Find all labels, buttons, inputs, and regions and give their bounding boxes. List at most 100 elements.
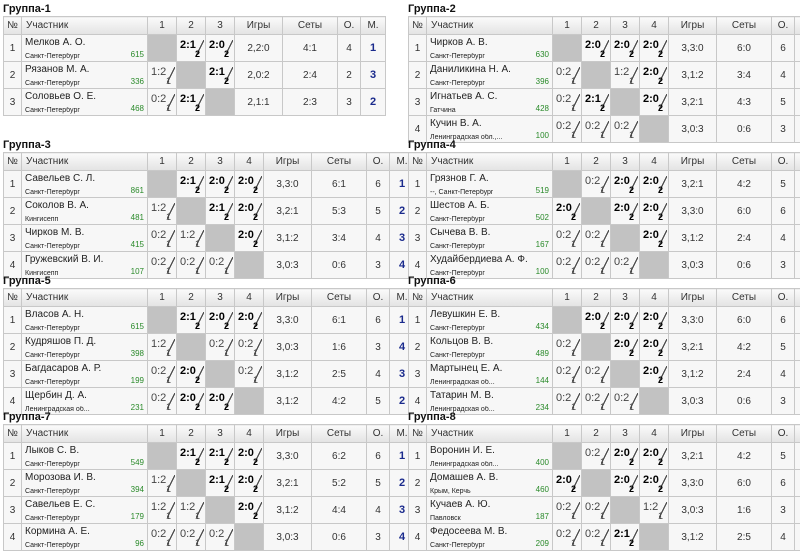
header-sets[interactable]: Сеты	[312, 153, 367, 171]
participant-name[interactable]: Щербин Д. А.	[25, 390, 87, 401]
participant-name[interactable]: Чирков А. В.	[430, 37, 488, 48]
header-place[interactable]: М.	[795, 17, 800, 35]
participant-name[interactable]: Шестов А. Б.	[430, 200, 489, 211]
participant-name[interactable]: Кудряшов П. Д.	[25, 336, 96, 347]
header-games[interactable]: Игры	[264, 425, 312, 443]
participant-name[interactable]: Кольцов В. В.	[430, 336, 493, 347]
header-sets[interactable]: Сеты	[717, 289, 772, 307]
participant-name[interactable]: Кормина А. Е.	[25, 526, 90, 537]
header-sets[interactable]: Сеты	[717, 17, 772, 35]
participant-name[interactable]: Домашев А. В.	[430, 472, 498, 483]
header-points[interactable]: О.	[367, 425, 390, 443]
header-participant[interactable]: Участник	[22, 17, 148, 35]
header-games[interactable]: Игры	[669, 153, 717, 171]
participant-name[interactable]: Даниликина Н. А.	[430, 64, 511, 75]
header-sets[interactable]: Сеты	[717, 153, 772, 171]
participant-name[interactable]: Татарин М. В.	[430, 390, 494, 401]
participant-name[interactable]: Соколов В. А.	[25, 200, 89, 211]
header-sets[interactable]: Сеты	[312, 425, 367, 443]
header-sets[interactable]: Сеты	[312, 289, 367, 307]
participant-cell[interactable]: Воронин И. Е.Ленинградская обл...400	[427, 443, 553, 470]
participant-name[interactable]: Савельев Е. С.	[25, 499, 95, 510]
participant-name[interactable]: Сычева В. В.	[430, 227, 490, 238]
participant-name[interactable]: Воронин И. Е.	[430, 445, 495, 456]
participant-name[interactable]: Лыков С. В.	[25, 445, 79, 456]
header-participant[interactable]: Участник	[22, 153, 148, 171]
participant-name[interactable]: Худайбердиева А. Ф.	[430, 254, 528, 265]
header-participant[interactable]: Участник	[427, 425, 553, 443]
participant-name[interactable]: Савельев С. Л.	[25, 173, 95, 184]
header-participant[interactable]: Участник	[22, 425, 148, 443]
participant-cell[interactable]: Мартынец Е. А.Ленинградская об...144	[427, 361, 553, 388]
header-games[interactable]: Игры	[235, 17, 283, 35]
header-games[interactable]: Игры	[264, 289, 312, 307]
participant-name[interactable]: Мелков А. О.	[25, 37, 85, 48]
header-place[interactable]: М.	[795, 425, 800, 443]
header-points[interactable]: О.	[367, 289, 390, 307]
header-participant[interactable]: Участник	[427, 17, 553, 35]
header-points[interactable]: О.	[772, 17, 795, 35]
header-games[interactable]: Игры	[669, 289, 717, 307]
header-participant[interactable]: Участник	[427, 153, 553, 171]
participant-name[interactable]: Соловьев О. Е.	[25, 91, 96, 102]
